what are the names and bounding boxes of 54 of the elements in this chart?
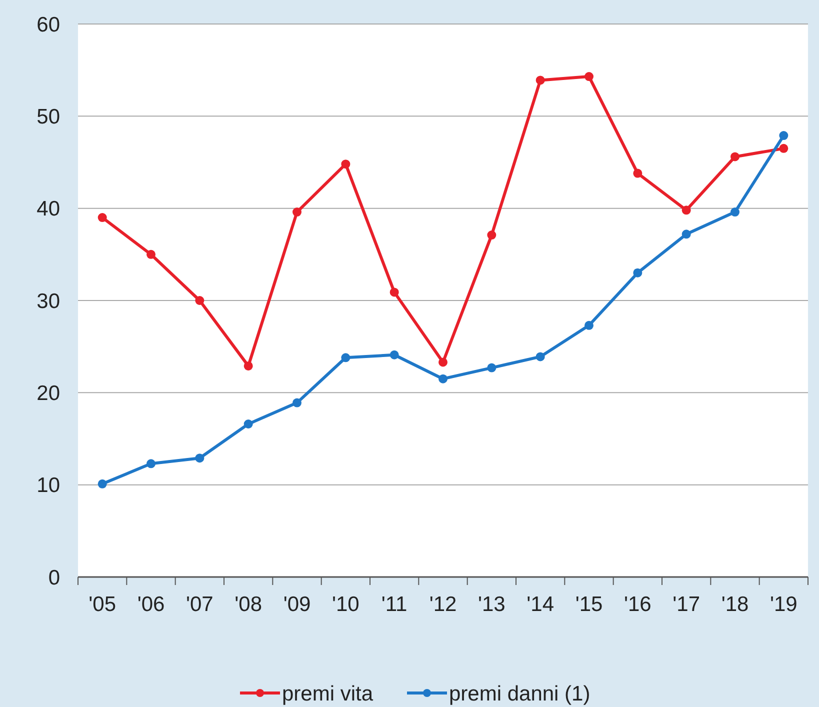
x-tick-label: '14 — [526, 593, 554, 616]
point — [682, 230, 691, 239]
point — [244, 361, 253, 370]
point — [390, 288, 399, 297]
point — [438, 374, 448, 384]
point — [146, 459, 156, 468]
point — [779, 144, 788, 153]
point — [487, 230, 496, 240]
x-tick-label: '05 — [88, 593, 116, 616]
y-tick-label: 50 — [36, 106, 60, 129]
point — [98, 213, 107, 222]
x-tick-label: '15 — [575, 593, 603, 616]
y-tick-label: 20 — [36, 382, 60, 406]
point — [292, 398, 302, 408]
point — [633, 268, 642, 278]
point — [244, 420, 253, 429]
point — [341, 353, 350, 362]
point — [195, 296, 204, 305]
point — [536, 352, 545, 362]
x-tick-label: '11 — [381, 593, 408, 616]
point — [584, 320, 594, 330]
x-tick-label: '16 — [624, 593, 652, 616]
point — [682, 206, 691, 215]
y-tick-label: 40 — [36, 198, 60, 221]
x-tick-label: '09 — [283, 593, 311, 616]
x-tick-label: '07 — [186, 593, 214, 616]
x-tick-label: '19 — [770, 593, 798, 616]
x-tick-label: '06 — [137, 593, 165, 616]
x-tick-label: '10 — [332, 593, 360, 616]
point — [98, 479, 107, 488]
y-tick-label: 0 — [48, 566, 60, 590]
legend-label: premi danni (1) — [449, 682, 590, 706]
point — [341, 160, 350, 169]
point — [730, 208, 740, 217]
y-tick-label: 30 — [36, 290, 60, 313]
point — [779, 131, 788, 140]
x-tick-label: '18 — [721, 593, 749, 616]
y-tick-label: 60 — [36, 13, 60, 36]
legend-label: premi vita — [282, 682, 374, 706]
point — [633, 168, 642, 178]
point — [438, 358, 448, 367]
x-tick-label: '12 — [429, 593, 457, 616]
x-tick-label: '13 — [478, 593, 506, 616]
point — [536, 76, 545, 85]
point — [195, 454, 204, 463]
point — [292, 208, 302, 217]
x-tick-label: '08 — [234, 593, 262, 616]
point — [584, 72, 594, 82]
point — [487, 363, 496, 372]
x-tick-label: '17 — [672, 593, 700, 616]
y-tick-label: 10 — [36, 474, 60, 498]
point — [390, 350, 399, 360]
point — [146, 250, 156, 259]
point — [730, 152, 740, 162]
